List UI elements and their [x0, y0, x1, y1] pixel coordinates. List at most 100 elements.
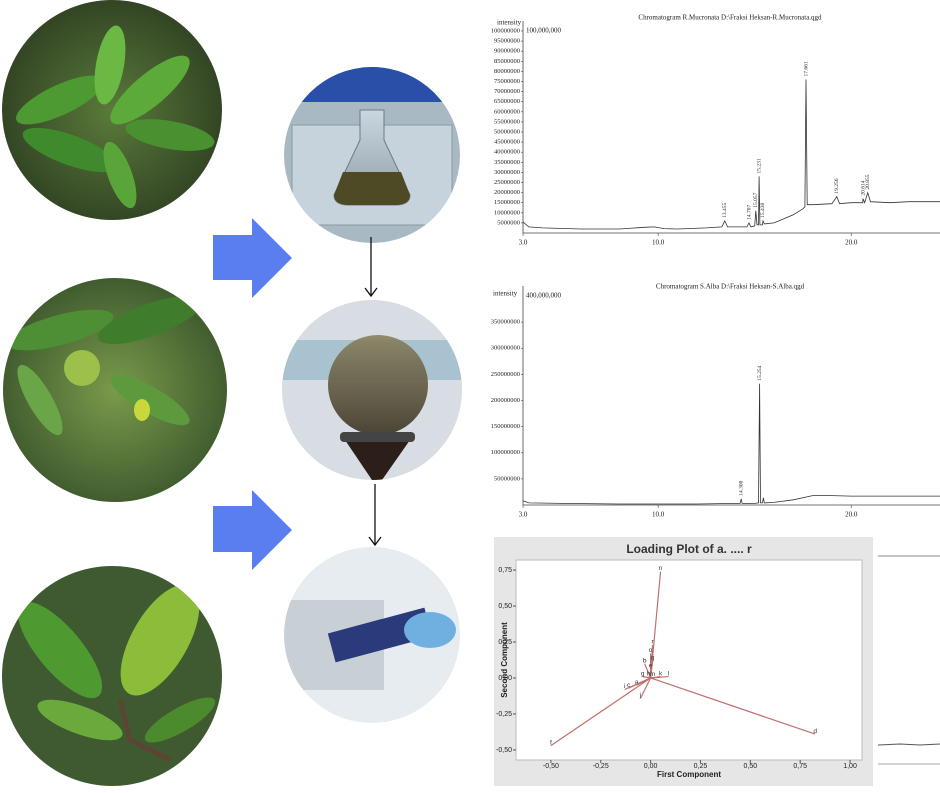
- loading-vector: [644, 663, 652, 679]
- gc-instrument-photo: [284, 547, 460, 723]
- loading-vector: [640, 677, 652, 699]
- peak-label: 17.661: [803, 61, 809, 76]
- peak-label: 20.855: [865, 174, 871, 189]
- y-tick-label: 55000000: [494, 118, 520, 125]
- y-tick-label: 50000000: [494, 475, 520, 482]
- y-tick-label: -0,25: [496, 711, 512, 718]
- annotation: 400,000,000: [526, 292, 562, 300]
- loading-vector: [650, 677, 816, 735]
- y-axis-label: intensity: [497, 19, 522, 27]
- x-tick-label: 3.0: [519, 239, 528, 247]
- peak-label: 19.256: [834, 178, 840, 193]
- chart-title: Chromatogram S.Alba D:\Fraksi Heksan-S.A…: [656, 283, 805, 291]
- leaf-photo: [2, 566, 222, 786]
- chromatogram-trace: [522, 79, 940, 230]
- peak-label: 14.300: [738, 480, 744, 495]
- y-axis-label: Second Component: [500, 622, 509, 698]
- y-tick-label: 100000000: [491, 27, 520, 34]
- y-tick-label: 80000000: [494, 68, 520, 75]
- point-label: f: [550, 739, 552, 746]
- y-tick-label: 0,25: [498, 639, 512, 646]
- x-tick-label: -0,25: [593, 763, 609, 770]
- x-axis-label: First Component: [657, 770, 721, 779]
- process-arrow: [213, 218, 292, 298]
- y-tick-label: 150000000: [491, 423, 520, 430]
- point-label: e: [649, 662, 653, 669]
- y-axis-label: intensity: [493, 290, 518, 298]
- y-tick-label: 35000000: [494, 159, 520, 166]
- point-label: j: [639, 692, 641, 699]
- peak-label: 13.455: [722, 203, 728, 218]
- flask-photo: [284, 67, 460, 243]
- chart-title: Loading Plot of a. .... r: [626, 542, 752, 556]
- point-label: l: [668, 670, 670, 677]
- y-tick-label: 60000000: [494, 108, 520, 115]
- x-tick-label: 0,75: [793, 763, 807, 770]
- point-label: k: [659, 670, 663, 677]
- fruit-photo: [3, 278, 227, 502]
- y-tick-label: 0,75: [498, 567, 512, 574]
- y-tick-label: 85000000: [494, 58, 520, 65]
- y-tick-label: 300000000: [491, 345, 520, 352]
- y-tick-label: 5000000: [497, 219, 520, 226]
- y-tick-label: 45000000: [494, 139, 520, 146]
- y-tick-label: 30000000: [494, 169, 520, 176]
- y-tick-label: 95000000: [494, 38, 520, 45]
- leaf-photo: [2, 0, 222, 220]
- peak-label: 15.231: [756, 158, 762, 173]
- x-tick-label: 10.0: [652, 239, 665, 247]
- x-tick-label: 0,50: [744, 763, 758, 770]
- y-tick-label: 20000000: [494, 189, 520, 196]
- x-tick-label: 20.0: [845, 511, 858, 519]
- y-tick-label: 0,00: [498, 675, 512, 682]
- y-tick-label: 70000000: [494, 88, 520, 95]
- y-tick-label: 75000000: [494, 78, 520, 85]
- point-label: n: [659, 565, 663, 572]
- y-tick-label: 250000000: [491, 371, 520, 378]
- peak-label: 15.057: [753, 192, 759, 207]
- y-tick-label: 0,50: [498, 603, 512, 610]
- loading-vector: [650, 676, 653, 679]
- chromatogram-trace: [522, 383, 940, 505]
- loading-vector: [650, 675, 669, 679]
- point-label: a: [635, 679, 639, 686]
- point-label: c: [627, 682, 631, 689]
- loading-vector: [550, 677, 651, 747]
- peak-label: 15.254: [757, 365, 763, 380]
- flow-arrow: [364, 237, 382, 547]
- peak-label: 20.614: [860, 180, 866, 195]
- x-tick-label: 0,25: [694, 763, 708, 770]
- y-tick-label: 100000000: [491, 449, 520, 456]
- funnel-photo: [282, 300, 462, 480]
- plot-frame: [515, 559, 863, 761]
- x-tick-label: 1,00: [843, 763, 857, 770]
- point-label: m: [650, 671, 655, 678]
- y-tick-label: 50000000: [494, 128, 520, 135]
- x-tick-label: 0,00: [644, 763, 658, 770]
- point-label: r: [652, 639, 655, 646]
- peak-label: 15.430: [760, 203, 766, 218]
- y-tick-label: 10000000: [494, 209, 520, 216]
- process-arrow: [213, 490, 292, 570]
- y-tick-label: 90000000: [494, 48, 520, 55]
- peak-label: 14.707: [746, 205, 752, 220]
- point-label: i: [624, 683, 625, 690]
- y-tick-label: 40000000: [494, 149, 520, 156]
- y-tick-label: 350000000: [491, 319, 520, 326]
- chart-title: Chromatogram R.Mucronata D:\Fraksi Heksa…: [638, 14, 822, 22]
- point-label: o: [649, 647, 653, 654]
- y-tick-label: 200000000: [491, 397, 520, 404]
- point-label: h: [647, 670, 651, 677]
- point-label: g: [641, 670, 645, 677]
- x-tick-label: -0,50: [543, 763, 559, 770]
- loading-vector: [624, 677, 651, 691]
- x-tick-label: 3.0: [519, 511, 528, 519]
- cropped-edge: [877, 743, 940, 746]
- y-tick-label: 15000000: [494, 199, 520, 206]
- y-tick-label: 25000000: [494, 179, 520, 186]
- y-tick-label: -0,50: [496, 747, 512, 754]
- point-label: b: [643, 657, 647, 664]
- x-tick-label: 10.0: [652, 511, 665, 519]
- x-tick-label: 20.0: [845, 239, 858, 247]
